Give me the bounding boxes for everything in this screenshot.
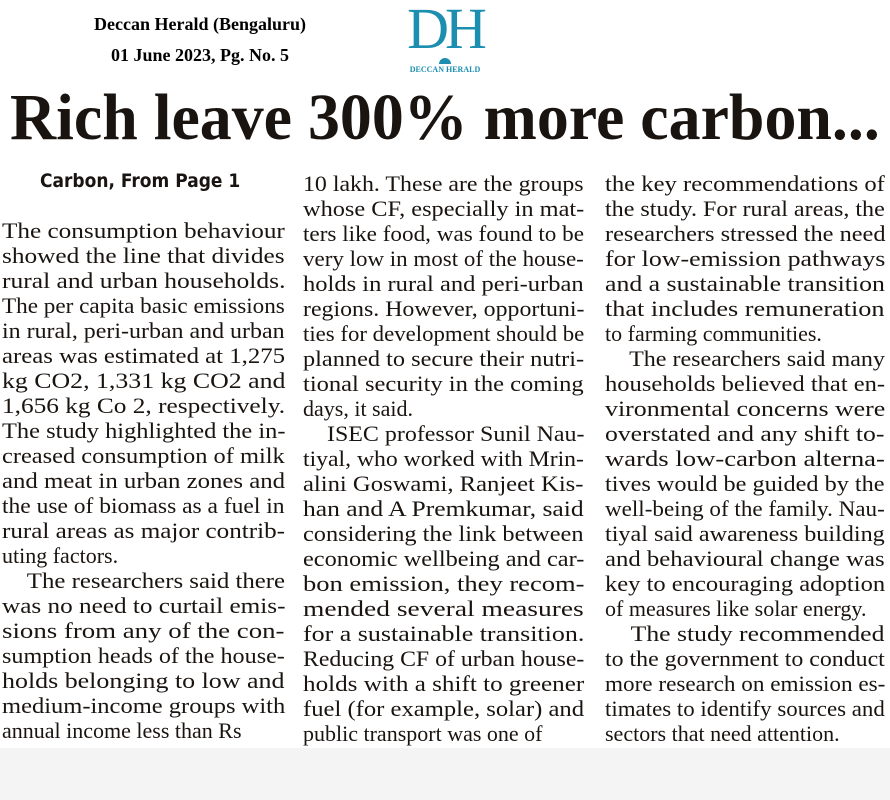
article-text-line: holds with a shift to greener: [303, 671, 585, 696]
article-text-line: the use of biomass as a fuel in: [2, 493, 285, 518]
article-text-line: holds in rural and peri-urban: [303, 271, 584, 296]
article-text-line: showed the line that divides: [2, 243, 285, 268]
article-text-line: annual income less than Rs: [2, 718, 242, 743]
article-text-line: The consumption behaviour: [2, 218, 285, 243]
article-text-line: The per capita basic emissions: [2, 293, 285, 318]
article-text-line: very low in most of the house-: [303, 246, 584, 271]
article-text-line: the key recommendations of: [605, 171, 885, 196]
article-text-line: bon emission, they recom-: [303, 571, 585, 596]
article-text-line: that includes remuneration: [605, 296, 885, 321]
article-text-line: ties for development should be: [303, 321, 585, 346]
article-text-line: households believed that en-: [605, 371, 886, 396]
article-column-1: The consumption behaviour showed the line…: [2, 218, 286, 743]
article-text-line: rural areas as major contrib-: [2, 518, 285, 543]
article-text-line: 1,656 kg Co 2, respectively.: [2, 393, 286, 418]
article-text-line: researchers stressed the need: [605, 221, 886, 246]
article-text-line: Reducing CF of urban house-: [303, 646, 585, 671]
article-text-line: tiyal, who worked with Mrin-: [303, 446, 584, 471]
article-text-line: mended several measures: [303, 596, 584, 621]
article-text-line: sectors that need attention.: [605, 721, 840, 746]
article-text-line: 10 lakh. These are the groups: [303, 171, 584, 196]
article-text-line: kg CO2, 1,331 kg CO2 and: [2, 368, 286, 393]
article-text-line: more research on emission es-: [605, 671, 886, 696]
logo-emblem-icon: [439, 58, 451, 64]
continuation-subhead: Carbon, From Page 1: [40, 170, 241, 192]
article-text-line: in rural, peri-urban and urban: [2, 318, 285, 343]
article-text-line: sions from any of the con-: [2, 618, 285, 643]
article-text-line: overstated and any shift to-: [605, 421, 885, 446]
article-text-line: planned to secure their nutri-: [303, 346, 585, 371]
headline: Rich leave 300% more carbon...: [10, 81, 880, 154]
article-text-line: regions. However, opportuni-: [303, 296, 585, 321]
article-text-line: timates to identify sources and: [605, 696, 885, 721]
article-text-line: public transport was one of: [303, 721, 543, 746]
newspaper-clipping: Deccan Herald (Bengaluru) 01 June 2023, …: [0, 0, 890, 748]
article-column-2: 10 lakh. These are the groups whose CF, e…: [303, 171, 585, 746]
article-text-line: and meat in urban zones and: [2, 468, 286, 493]
article-text-line: fuel (for example, solar) and: [303, 696, 585, 721]
article-text-line: creased consumption of milk: [2, 443, 285, 468]
article-text-line: the study. For rural areas, the: [605, 196, 885, 221]
article-text-line: of measures like solar energy.: [605, 596, 867, 621]
article-text-line: areas was estimated at 1,275: [2, 343, 286, 368]
article-text-line: medium-income groups with: [2, 693, 286, 718]
article-text-line: rural and urban households.: [2, 268, 286, 293]
article-text-line: The researchers said there: [26, 568, 286, 593]
article-text-line: days, it said.: [303, 396, 413, 421]
article-text-line: sumption heads of the house-: [2, 643, 285, 668]
article-column-3: the key recommendations of the study. For…: [605, 171, 886, 746]
article-text-line: tional security in the coming: [303, 371, 584, 396]
logo-mark: DH: [407, 0, 487, 61]
article-text-line: The study highlighted the in-: [2, 418, 286, 443]
article-text-line: and a sustainable transition: [605, 271, 885, 296]
article-text-line: key to encouraging adoption: [605, 571, 886, 596]
article-text-line: to farming communities.: [605, 321, 822, 346]
article-text-line: vironmental concerns were: [605, 396, 886, 421]
article-text-line: wards low-carbon alterna-: [605, 446, 885, 471]
article-text-line: alini Goswami, Ranjeet Kis-: [303, 471, 584, 496]
article-text-line: was no need to curtail emis-: [2, 593, 286, 618]
article-text-line: considering the link between: [303, 521, 584, 546]
article-text-line: han and A Premkumar, said: [303, 496, 584, 521]
publication-date-page: 01 June 2023, Pg. No. 5: [110, 45, 289, 65]
article-text-line: to the government to conduct: [605, 646, 885, 671]
article-text-line: holds belonging to low and: [2, 668, 285, 693]
article-text-line: The researchers said many: [629, 346, 885, 371]
deccan-herald-logo: DH DECCAN HERALD: [403, 0, 487, 74]
article-text-line: for low-emission pathways: [605, 246, 886, 271]
article-text-line: ISEC professor Sunil Nau-: [326, 421, 585, 446]
article-text-line: tiyal said awareness building: [605, 521, 885, 546]
article-text-line: ters like food, was found to be: [303, 221, 584, 246]
article-text-line: economic wellbeing and car-: [303, 546, 585, 571]
article-text-line: uting factors.: [2, 543, 119, 568]
article-text-line: tives would be guided by the: [605, 471, 885, 496]
article-text-line: well-being of the family. Nau-: [605, 496, 885, 521]
article-text-line: and behavioural change was: [605, 546, 885, 571]
publication-name: Deccan Herald (Bengaluru): [94, 14, 306, 34]
article-text-line: whose CF, especially in mat-: [303, 196, 585, 221]
logo-name: DECCAN HERALD: [409, 65, 481, 74]
article-text-line: The study recommended: [630, 621, 885, 646]
article-text-line: for a sustainable transition.: [303, 621, 585, 646]
